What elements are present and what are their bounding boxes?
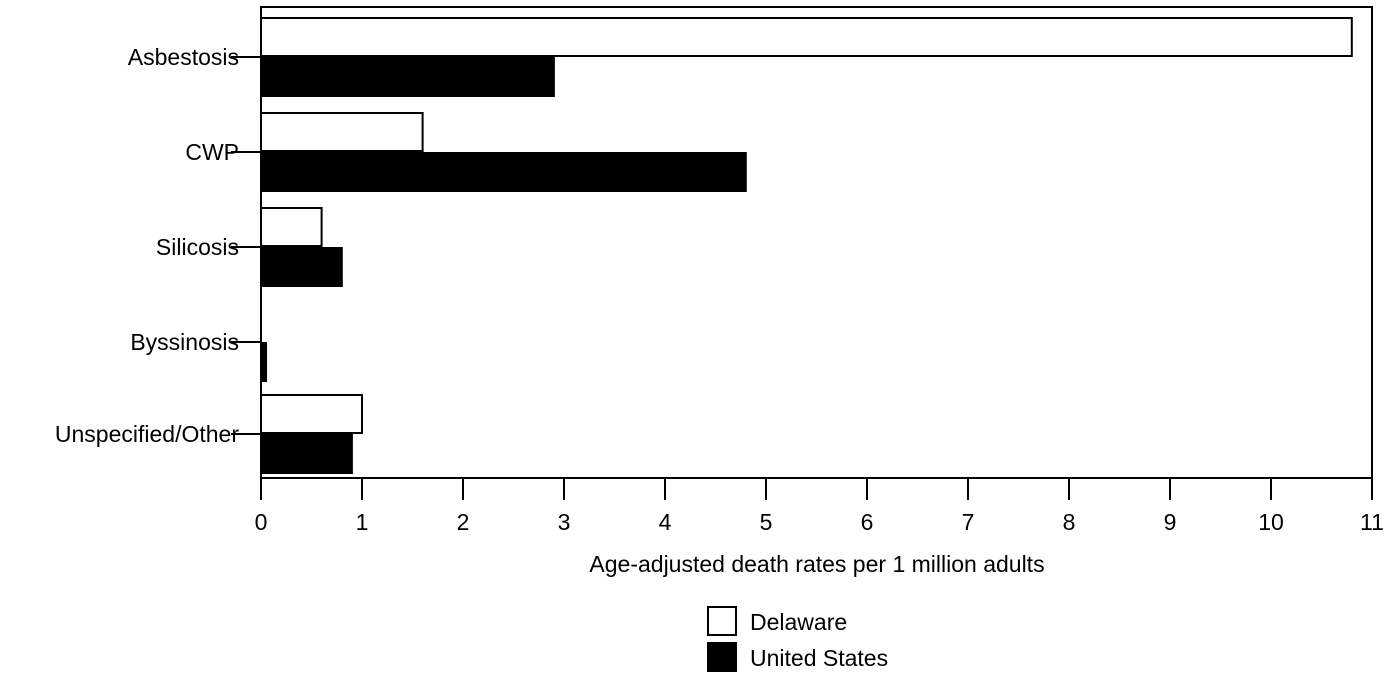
bars-group (260, 17, 1353, 474)
x-tick-label-7: 7 (962, 509, 975, 535)
x-tick-label-3: 3 (558, 509, 571, 535)
bar-delaware-unspecified-other (260, 394, 363, 434)
x-tick-label-8: 8 (1063, 509, 1076, 535)
x-tick-label-9: 9 (1164, 509, 1177, 535)
x-tick-label-0: 0 (255, 509, 268, 535)
y-axis: Asbestosis CWP Silicosis Byssinosis Unspecif… (55, 44, 261, 447)
category-label-silicosis: Silicosis (156, 234, 239, 260)
bar-united-states-silicosis (260, 247, 343, 287)
category-label-unspecified-other: Unspecified/Other (55, 421, 239, 447)
category-label-byssinosis: Byssinosis (130, 329, 239, 355)
legend: Delaware United States (707, 606, 888, 672)
legend-label-united-states: United States (750, 645, 888, 671)
bar-delaware-silicosis (260, 207, 323, 247)
x-tick-label-1: 1 (356, 509, 369, 535)
bar-delaware-cwp (260, 112, 424, 152)
x-tick-label-4: 4 (659, 509, 672, 535)
x-tick-label-5: 5 (760, 509, 773, 535)
legend-swatch-delaware (707, 606, 737, 636)
x-tick-label-2: 2 (457, 509, 470, 535)
legend-swatch-united-states (707, 642, 737, 672)
bar-delaware-asbestosis (260, 17, 1353, 57)
x-axis: 0 1 2 3 4 5 6 7 8 9 10 11 (255, 478, 1384, 535)
legend-label-delaware: Delaware (750, 609, 847, 635)
category-label-asbestosis: Asbestosis (128, 44, 239, 70)
x-tick-label-10: 10 (1258, 509, 1284, 535)
bar-united-states-unspecified-other (260, 434, 353, 474)
x-axis-title: Age-adjusted death rates per 1 million a… (589, 551, 1044, 577)
bar-united-states-cwp (260, 152, 747, 192)
category-label-cwp: CWP (185, 139, 239, 165)
x-tick-label-6: 6 (861, 509, 874, 535)
bar-united-states-asbestosis (260, 57, 555, 97)
x-tick-label-11: 11 (1360, 509, 1384, 535)
plot-frame (260, 6, 1373, 479)
